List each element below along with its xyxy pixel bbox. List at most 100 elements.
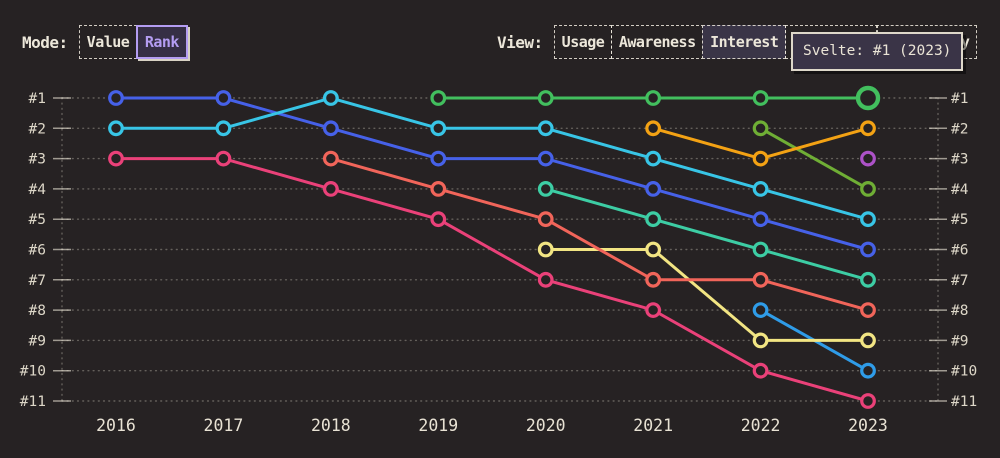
- data-point-teal-series-2021[interactable]: [645, 211, 662, 228]
- data-point-cyan-series-2023[interactable]: [860, 211, 876, 228]
- view-usage-button[interactable]: Usage: [553, 25, 613, 59]
- left-rank-label: #6: [29, 243, 46, 259]
- left-rank-label: #8: [29, 303, 46, 319]
- data-point-cyan-series-2021[interactable]: [645, 150, 662, 167]
- data-point-orange-series-2021[interactable]: [645, 120, 662, 137]
- data-point-pink-series-2019[interactable]: [430, 211, 447, 228]
- data-point-teal-series-2020[interactable]: [537, 180, 554, 197]
- left-rank-label: #10: [20, 364, 46, 380]
- data-point-Svelte-2020[interactable]: [537, 90, 554, 106]
- left-rank-label: #4: [29, 182, 47, 198]
- data-point-lightblue-series-2023[interactable]: [860, 362, 876, 379]
- data-point-olive-series-2023[interactable]: [860, 180, 876, 197]
- data-point-cyan-series-2017[interactable]: [215, 120, 232, 137]
- view-label: View:: [497, 32, 543, 52]
- mode-rank-button[interactable]: Rank: [135, 25, 188, 59]
- left-rank-label: #7: [29, 273, 46, 289]
- series-line-cyan-series: [114, 96, 870, 221]
- year-label: 2022: [741, 416, 781, 435]
- data-point-yellow-series-2023[interactable]: [860, 332, 876, 349]
- data-point-pink-series-2017[interactable]: [215, 150, 232, 167]
- data-point-pink-series-2018[interactable]: [322, 180, 339, 197]
- year-label: 2023: [848, 416, 888, 435]
- data-point-orange-series-2023[interactable]: [860, 120, 876, 137]
- right-rank-label: #11: [951, 394, 977, 410]
- right-rank-label: #9: [951, 333, 968, 349]
- data-point-salmon-series-2023[interactable]: [860, 302, 876, 319]
- data-point-pink-series-2020[interactable]: [537, 271, 554, 288]
- year-label: 2019: [418, 416, 458, 435]
- data-point-Svelte-2021[interactable]: [645, 90, 662, 106]
- data-point-pink-series-2021[interactable]: [645, 302, 662, 319]
- data-point-blue-series-2017[interactable]: [215, 90, 232, 106]
- data-point-yellow-series-2021[interactable]: [645, 241, 662, 258]
- data-point-Svelte-2023[interactable]: [855, 85, 881, 111]
- right-rank-label: #5: [951, 212, 968, 228]
- left-rank-label: #3: [29, 152, 46, 168]
- data-point-Svelte-2019[interactable]: [430, 90, 447, 106]
- data-point-yellow-series-2020[interactable]: [537, 241, 554, 258]
- right-rank-label: #7: [951, 273, 968, 289]
- data-point-purple-series-2023[interactable]: [860, 150, 876, 167]
- data-point-cyan-series-2016[interactable]: [108, 120, 124, 137]
- view-toggle: View: Usage Awareness Interest Retention…: [497, 25, 978, 59]
- left-rank-label: #1: [29, 91, 46, 107]
- data-point-pink-series-2016[interactable]: [108, 150, 124, 167]
- view-awareness-button[interactable]: Awareness: [610, 25, 704, 59]
- data-point-salmon-series-2022[interactable]: [752, 271, 769, 288]
- right-rank-label: #6: [951, 243, 968, 259]
- data-point-cyan-series-2018[interactable]: [322, 90, 339, 106]
- data-point-blue-series-2021[interactable]: [645, 180, 662, 197]
- series-line-pink-series: [114, 157, 870, 403]
- data-point-pink-series-2022[interactable]: [752, 362, 769, 379]
- data-point-salmon-series-2018[interactable]: [322, 150, 339, 167]
- data-point-blue-series-2016[interactable]: [108, 90, 124, 106]
- year-label: 2017: [204, 416, 244, 435]
- right-rank-label: #4: [951, 182, 969, 198]
- left-rank-label: #5: [29, 212, 46, 228]
- data-point-teal-series-2023[interactable]: [860, 271, 876, 288]
- right-rank-label: #8: [951, 303, 968, 319]
- left-rank-label: #11: [20, 394, 46, 410]
- year-label: 2018: [311, 416, 351, 435]
- year-label: 2021: [633, 416, 673, 435]
- mode-button-group: Value Rank: [78, 25, 188, 59]
- data-point-yellow-series-2022[interactable]: [752, 332, 769, 349]
- data-point-Svelte-2022[interactable]: [752, 90, 769, 106]
- mode-value-button[interactable]: Value: [78, 25, 138, 59]
- series-line-olive-series: [759, 126, 870, 191]
- year-label: 2020: [526, 416, 566, 435]
- chart-tooltip-text: Svelte: #1 (2023): [803, 43, 952, 59]
- data-point-blue-series-2019[interactable]: [430, 150, 447, 167]
- data-point-cyan-series-2022[interactable]: [752, 180, 769, 197]
- mode-label: Mode:: [22, 32, 68, 52]
- data-point-teal-series-2022[interactable]: [752, 241, 769, 258]
- right-rank-label: #1: [951, 91, 968, 107]
- left-rank-label: #2: [29, 121, 46, 137]
- data-point-salmon-series-2021[interactable]: [645, 271, 662, 288]
- left-rank-label: #9: [29, 333, 46, 349]
- data-point-pink-series-2023[interactable]: [860, 393, 876, 409]
- mode-toggle: Mode: Value Rank: [22, 25, 188, 59]
- series-line-blue-series: [114, 96, 870, 251]
- data-point-salmon-series-2019[interactable]: [430, 180, 447, 197]
- data-point-blue-series-2023[interactable]: [860, 241, 876, 258]
- series-line-salmon-series: [329, 157, 870, 312]
- data-point-lightblue-series-2022[interactable]: [752, 302, 769, 319]
- data-point-cyan-series-2019[interactable]: [430, 120, 447, 137]
- data-point-orange-series-2022[interactable]: [752, 150, 769, 167]
- data-point-blue-series-2018[interactable]: [322, 120, 339, 137]
- view-interest-button[interactable]: Interest: [702, 25, 787, 59]
- view-button-group: Usage Awareness Interest Retention Posit…: [553, 25, 978, 59]
- data-point-salmon-series-2020[interactable]: [537, 211, 554, 228]
- series-line-teal-series: [544, 187, 870, 282]
- year-label: 2016: [96, 416, 136, 435]
- chart-tooltip: Svelte: #1 (2023): [791, 32, 964, 71]
- data-point-blue-series-2022[interactable]: [752, 211, 769, 228]
- data-point-blue-series-2020[interactable]: [537, 150, 554, 167]
- right-rank-label: #3: [951, 152, 968, 168]
- data-point-cyan-series-2020[interactable]: [537, 120, 554, 137]
- data-point-olive-series-2022[interactable]: [752, 120, 769, 137]
- right-rank-label: #2: [951, 121, 968, 137]
